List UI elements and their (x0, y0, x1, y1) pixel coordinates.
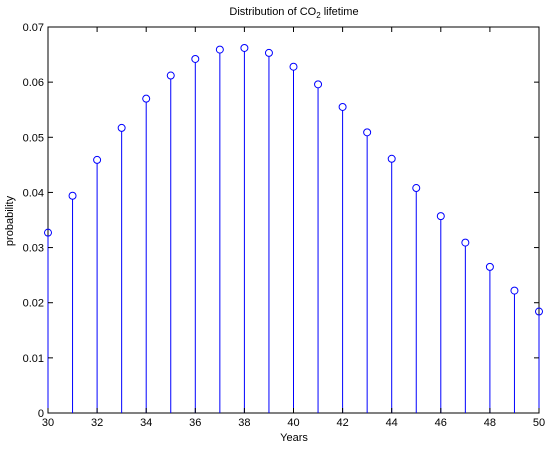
x-axis-ticks: 30 32 34 36 38 40 42 44 46 48 50 (42, 27, 545, 429)
y-axis-label: probability (4, 195, 16, 246)
stem-marker (240, 43, 249, 52)
chart-title: Distribution of CO2 lifetime (229, 6, 358, 20)
stem-marker (166, 71, 175, 80)
stem-marker (461, 238, 470, 247)
stem-marker (93, 155, 102, 164)
x-axis-label: Years (280, 432, 308, 444)
y-tick-label: 0.06 (23, 77, 44, 89)
x-tick-label: 50 (533, 417, 545, 429)
stem-marker (338, 102, 347, 111)
stem-marker (535, 307, 543, 316)
y-axis-ticks: 0 0.01 0.02 0.03 0.04 0.05 0.06 0.07 (23, 22, 539, 420)
stem-marker (191, 54, 200, 63)
stem-marker (44, 228, 52, 237)
stem-marker (363, 128, 372, 137)
stem-marker (314, 80, 323, 89)
x-tick-label: 36 (189, 417, 201, 429)
x-tick-label: 34 (140, 417, 152, 429)
x-tick-label: 40 (287, 417, 299, 429)
y-tick-label: 0.03 (23, 243, 44, 255)
stem-marker (510, 286, 519, 295)
stem-marker (215, 45, 224, 54)
stem-marker (289, 62, 298, 71)
stem-marker (485, 262, 494, 271)
x-tick-label: 42 (336, 417, 348, 429)
y-tick-label: 0.04 (23, 187, 44, 199)
stem-series (44, 43, 543, 413)
stem-marker (387, 154, 396, 163)
x-tick-label: 32 (91, 417, 103, 429)
y-tick-label: 0.02 (23, 298, 44, 310)
x-tick-label: 48 (484, 417, 496, 429)
y-tick-label: 0 (38, 408, 44, 420)
stem-marker (264, 48, 273, 57)
stem-marker (142, 94, 151, 103)
y-tick-label: 0.07 (23, 22, 44, 34)
x-tick-label: 38 (238, 417, 250, 429)
y-tick-label: 0.01 (23, 353, 44, 365)
stem-marker (412, 184, 421, 193)
stem-marker (436, 212, 445, 221)
x-tick-label: 46 (435, 417, 447, 429)
y-tick-label: 0.05 (23, 132, 44, 144)
x-tick-label: 44 (386, 417, 398, 429)
stem-marker (68, 191, 77, 200)
stem-marker (117, 123, 126, 132)
x-tick-label: 30 (42, 417, 54, 429)
